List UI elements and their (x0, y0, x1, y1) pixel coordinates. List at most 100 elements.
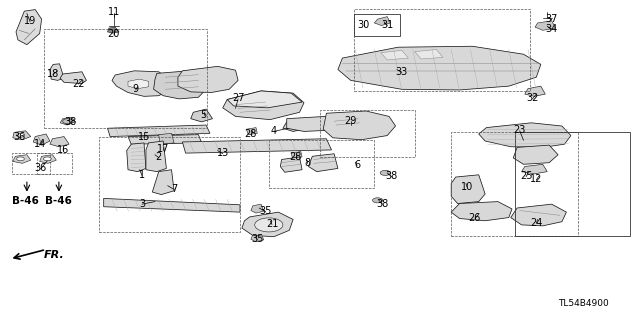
Text: 36: 36 (13, 132, 26, 142)
Circle shape (17, 133, 24, 137)
Text: 16: 16 (56, 145, 69, 155)
Text: 18: 18 (47, 69, 60, 79)
Polygon shape (525, 86, 545, 96)
Text: 25: 25 (520, 171, 532, 181)
Bar (37, 153, 72, 174)
Text: 13: 13 (216, 148, 229, 158)
Polygon shape (415, 49, 443, 59)
Bar (320, 110, 415, 157)
Polygon shape (242, 212, 293, 237)
Text: 14: 14 (33, 139, 46, 149)
Text: 38: 38 (376, 198, 389, 209)
Polygon shape (128, 79, 148, 89)
Text: FR.: FR. (44, 250, 64, 260)
Polygon shape (338, 46, 541, 90)
Circle shape (44, 157, 51, 161)
Polygon shape (104, 198, 240, 212)
Polygon shape (227, 91, 302, 108)
Polygon shape (251, 204, 264, 213)
Polygon shape (108, 27, 119, 33)
Polygon shape (223, 91, 304, 120)
Polygon shape (251, 233, 264, 242)
Circle shape (255, 218, 283, 232)
Text: 7: 7 (171, 184, 177, 194)
Text: 10: 10 (461, 182, 474, 192)
Bar (44, 29, 207, 128)
Text: 35: 35 (259, 206, 272, 216)
Text: 19: 19 (24, 16, 36, 26)
Text: 27: 27 (232, 93, 244, 103)
Circle shape (63, 119, 73, 124)
Text: 31: 31 (381, 20, 394, 30)
Polygon shape (178, 66, 238, 93)
Text: 33: 33 (396, 67, 408, 77)
Polygon shape (308, 154, 338, 172)
Polygon shape (291, 152, 302, 158)
Polygon shape (479, 123, 571, 147)
Text: 28: 28 (289, 152, 302, 162)
Text: 2: 2 (156, 152, 162, 162)
Text: 1: 1 (139, 170, 145, 180)
Polygon shape (50, 64, 64, 80)
Polygon shape (60, 117, 76, 125)
Text: 22: 22 (72, 78, 84, 89)
Polygon shape (535, 21, 556, 30)
Text: 35: 35 (251, 234, 264, 244)
Polygon shape (50, 137, 69, 147)
Text: 17: 17 (157, 144, 170, 154)
Text: 26: 26 (468, 212, 481, 223)
Polygon shape (182, 139, 332, 153)
Text: 34: 34 (545, 24, 558, 34)
Circle shape (17, 157, 24, 161)
Text: B-46: B-46 (45, 196, 72, 206)
Text: 8: 8 (304, 158, 310, 168)
Text: 20: 20 (108, 29, 120, 40)
Bar (12, 153, 50, 174)
Text: TL54B4900: TL54B4900 (559, 299, 609, 308)
Text: 23: 23 (513, 125, 526, 135)
Text: 9: 9 (132, 84, 139, 94)
Polygon shape (60, 72, 86, 84)
Bar (99, 137, 240, 232)
Polygon shape (246, 128, 257, 135)
Polygon shape (451, 202, 512, 221)
Polygon shape (513, 145, 558, 164)
Polygon shape (13, 155, 31, 163)
Text: 36: 36 (34, 163, 47, 174)
Text: 32: 32 (526, 93, 539, 103)
Polygon shape (287, 116, 336, 131)
Polygon shape (33, 134, 50, 145)
Text: 28: 28 (244, 129, 257, 139)
Polygon shape (191, 109, 212, 122)
Text: 24: 24 (530, 218, 543, 228)
Polygon shape (13, 131, 31, 140)
Text: 15: 15 (138, 132, 150, 142)
Polygon shape (152, 170, 174, 195)
Polygon shape (323, 111, 396, 140)
Text: 38: 38 (385, 171, 398, 181)
Text: B-46: B-46 (12, 196, 39, 206)
Polygon shape (280, 157, 302, 172)
Polygon shape (108, 125, 210, 137)
Text: 37: 37 (545, 14, 558, 24)
Polygon shape (154, 71, 206, 99)
Polygon shape (16, 10, 42, 45)
Text: 6: 6 (354, 160, 360, 170)
Bar (354, 9, 530, 91)
Text: 29: 29 (344, 115, 357, 126)
Polygon shape (511, 204, 566, 226)
Polygon shape (146, 141, 166, 172)
Polygon shape (159, 133, 174, 144)
Polygon shape (40, 155, 56, 163)
Text: 3: 3 (139, 198, 145, 209)
Bar (269, 140, 374, 188)
Bar (354, 14, 400, 36)
Polygon shape (374, 17, 390, 26)
Polygon shape (522, 164, 547, 174)
Polygon shape (127, 143, 146, 172)
Text: 38: 38 (64, 117, 77, 127)
Text: 30: 30 (357, 20, 370, 30)
Polygon shape (128, 135, 202, 144)
Circle shape (372, 198, 383, 203)
Polygon shape (451, 175, 485, 204)
